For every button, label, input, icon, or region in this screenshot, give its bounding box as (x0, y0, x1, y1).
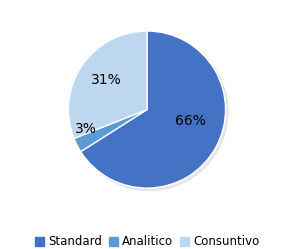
Wedge shape (69, 31, 147, 138)
Legend: Standard, Analitico, Consuntivo: Standard, Analitico, Consuntivo (32, 233, 262, 249)
Text: 3%: 3% (75, 122, 97, 136)
Wedge shape (74, 110, 147, 152)
Circle shape (71, 33, 228, 190)
Text: 31%: 31% (91, 73, 121, 87)
Text: 66%: 66% (175, 114, 206, 128)
Wedge shape (81, 31, 225, 188)
